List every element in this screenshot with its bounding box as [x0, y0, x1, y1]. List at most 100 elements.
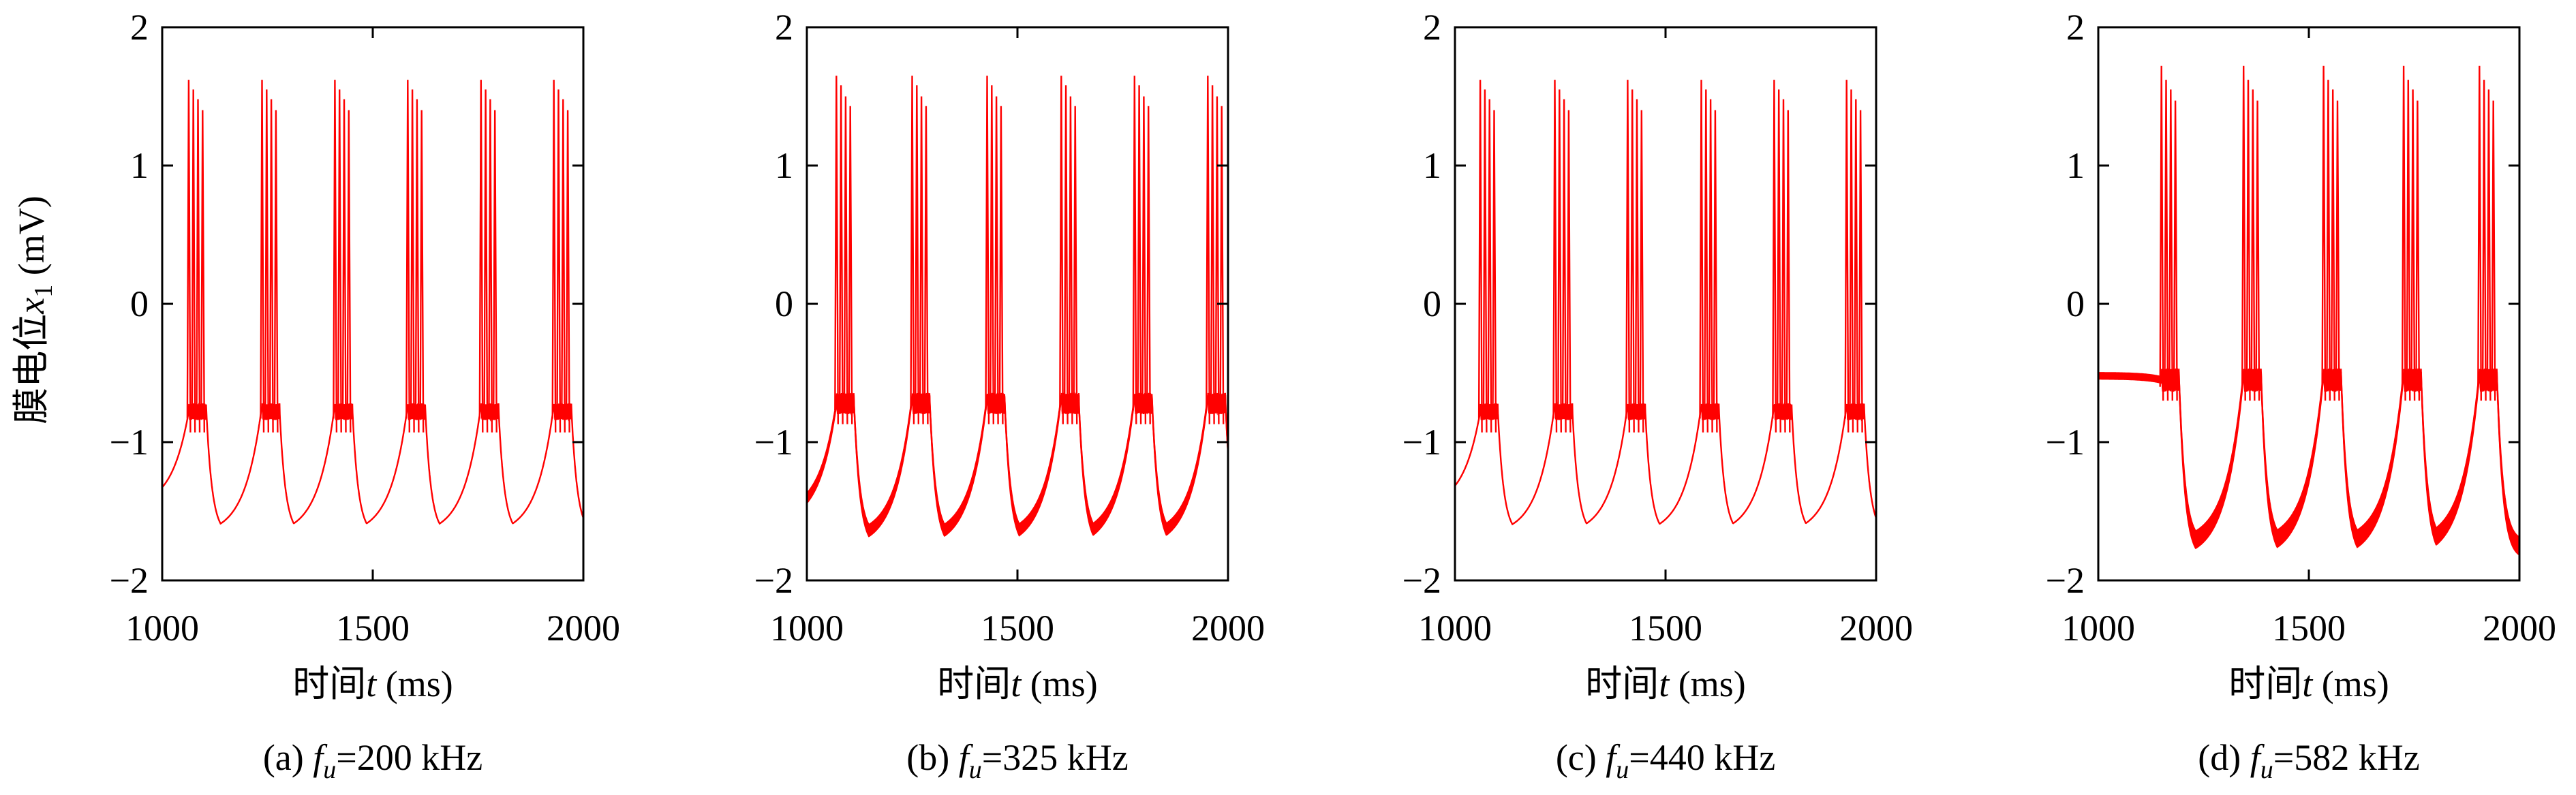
panel-caption: (b) fu=325 kHz — [906, 737, 1128, 784]
y-axis-label: 膜电位x1 (mV) — [11, 196, 58, 424]
x-tick-label: 1500 — [2272, 608, 2346, 649]
caption-value: =325 kHz — [982, 737, 1129, 778]
spike-4-3 — [2491, 100, 2496, 401]
x-tick-label: 2000 — [2483, 608, 2556, 649]
spike-1-2 — [2250, 89, 2256, 401]
spike-0-2 — [1487, 99, 1492, 433]
spike-5-0 — [551, 80, 557, 433]
spike-3-0 — [1059, 76, 1064, 424]
spike-4-2 — [488, 99, 493, 433]
spike-2-2 — [994, 96, 999, 424]
x-tick-label: 1500 — [981, 608, 1054, 649]
spike-0-1 — [1482, 89, 1488, 433]
spike-3-1 — [1704, 89, 1708, 433]
spike-5-0 — [1844, 80, 1850, 433]
y-tick-label: −1 — [754, 422, 793, 463]
caption-sub: u — [969, 755, 982, 784]
y-tick-label: −2 — [1402, 560, 1441, 601]
x-axis-label-var: t — [1011, 664, 1022, 704]
spike-2-3 — [998, 106, 1004, 424]
spike-1-0 — [910, 76, 915, 424]
spike-2-0 — [333, 80, 338, 433]
x-axis-label-prefix: 时间 — [937, 664, 1011, 704]
spike-4-0 — [478, 80, 484, 433]
spike-3-1 — [410, 89, 415, 433]
y-tick-label: 2 — [1423, 7, 1441, 48]
spike-3-0 — [1699, 80, 1704, 433]
y-axis-label-sub: 1 — [29, 285, 58, 298]
x-tick-label: 1000 — [2061, 608, 2135, 649]
y-tick-label: 0 — [130, 283, 149, 324]
caption-value: =582 kHz — [2273, 737, 2420, 778]
spike-3-1 — [1063, 85, 1069, 424]
y-tick-label: 1 — [130, 145, 149, 186]
spike-0-0 — [834, 76, 839, 424]
spike-0-3 — [848, 106, 853, 424]
spike-5-1 — [1210, 85, 1215, 424]
membrane-potential-line — [1455, 401, 1876, 526]
x-axis-label: 时间t (ms) — [292, 664, 453, 704]
spike-0-1 — [2164, 80, 2169, 401]
y-tick-label: −1 — [1402, 422, 1441, 463]
caption-value: =440 kHz — [1629, 737, 1775, 778]
spike-5-3 — [1219, 106, 1225, 424]
plot-frame — [806, 26, 1229, 582]
spike-2-0 — [1625, 80, 1631, 433]
caption-prefix: (b) — [906, 737, 958, 778]
spike-5-2 — [1214, 96, 1220, 424]
membrane-potential-line — [2098, 371, 2519, 547]
x-tick-label: 2000 — [547, 608, 620, 649]
spike-2-2 — [2331, 89, 2335, 401]
panel-caption: (d) fu=582 kHz — [2198, 737, 2419, 784]
spike-4-0 — [1132, 76, 1137, 424]
x-tick-label: 1500 — [1629, 608, 1702, 649]
spike-5-3 — [565, 110, 570, 433]
spike-3-3 — [1713, 110, 1718, 433]
spike-3-2 — [1068, 96, 1073, 424]
spike-1-0 — [260, 80, 265, 433]
y-axis-label-var: x — [11, 298, 52, 315]
panel-d: −2 −1 0 1 2 1000 1500 2000 时间t (ms) (d) fu=582 kH… — [2046, 7, 2556, 784]
panel-a: −2 −1 0 1 2 1000 1500 2000 时间t (ms) (a) fu=200 kH… — [110, 7, 620, 784]
y-tick-label: −2 — [2046, 560, 2085, 601]
y-axis-label-unit: (mV) — [11, 196, 52, 284]
x-axis-label-unit: (ms) — [1021, 664, 1097, 704]
x-tick-label: 1000 — [125, 608, 199, 649]
spike-2-0 — [985, 76, 990, 424]
spike-4-3 — [1146, 106, 1151, 424]
spike-2-1 — [337, 89, 342, 433]
y-tick-label: 1 — [1423, 145, 1441, 186]
x-axis-label-var: t — [1659, 664, 1670, 704]
spike-5-0 — [1206, 76, 1210, 424]
spike-3-3 — [419, 110, 425, 433]
spike-1-2 — [269, 99, 274, 433]
caption-sub: u — [2260, 755, 2273, 784]
x-axis-label-var: t — [366, 664, 378, 704]
x-tick-label: 2000 — [1839, 608, 1913, 649]
x-axis-label-prefix: 时间 — [292, 664, 366, 704]
plot-frame — [161, 26, 585, 582]
spike-1-0 — [2241, 65, 2246, 401]
x-axis-label-unit: (ms) — [1669, 664, 1745, 704]
y-tick-label: −2 — [754, 560, 793, 601]
spike-1-1 — [915, 85, 919, 424]
y-tick-label: 0 — [2066, 283, 2085, 324]
spike-3-3 — [2415, 100, 2421, 401]
y-axis-label-prefix: 膜电位 — [11, 314, 52, 424]
spike-0-0 — [2159, 65, 2164, 401]
spike-0-0 — [186, 80, 191, 433]
spike-0-3 — [1492, 110, 1497, 433]
caption-sub: u — [323, 755, 336, 784]
y-tick-label: −2 — [110, 560, 149, 601]
spike-4-2 — [1141, 96, 1147, 424]
spike-1-3 — [923, 106, 929, 424]
series-group — [1455, 80, 1876, 526]
x-axis-label-var: t — [2302, 664, 2314, 704]
spike-2-1 — [1630, 89, 1635, 433]
spike-4-3 — [493, 110, 497, 433]
spike-1-2 — [919, 96, 924, 424]
oscillation-band — [2098, 368, 2519, 556]
panel-b: −2 −1 0 1 2 1000 1500 2000 时间t (ms) (b) fu=325 kH… — [754, 7, 1265, 784]
spike-4-3 — [1785, 110, 1791, 433]
